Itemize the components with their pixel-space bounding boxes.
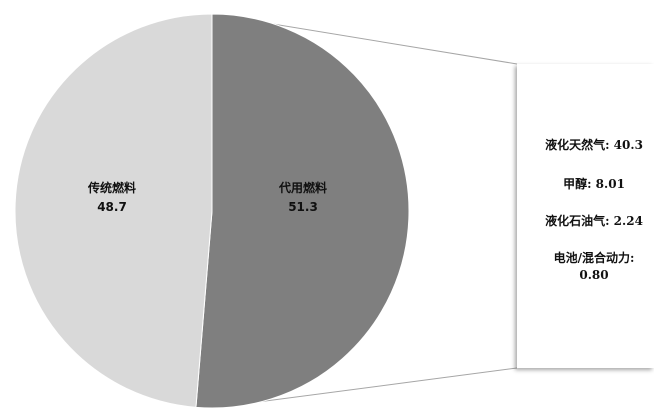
slice-name-alternative-fuel: 代用燃料 [278,180,327,195]
pie-slice-alternative-fuel [195,13,410,409]
slice-name-traditional-fuel: 传统燃料 [87,180,136,195]
pie-slice-traditional-fuel [14,13,213,408]
breakout-label-lpg: 液化石油气: 2.24 [545,214,643,228]
slice-value-alternative-fuel: 51.3 [288,200,318,214]
pie-slices [14,13,410,409]
slice-value-traditional-fuel: 48.7 [97,200,127,214]
breakout-label-battery-hybrid-line2: 0.80 [579,268,609,282]
breakout-label-battery-hybrid-line1: 电池/混合动力: [553,251,635,265]
breakout-label-lng: 液化天然气: 40.3 [545,138,643,152]
breakout-box: 液化天然气: 40.3 甲醇: 8.01 液化石油气: 2.24 电池/混合动力… [517,64,654,368]
breakout-label-methanol: 甲醇: 8.01 [563,177,625,191]
